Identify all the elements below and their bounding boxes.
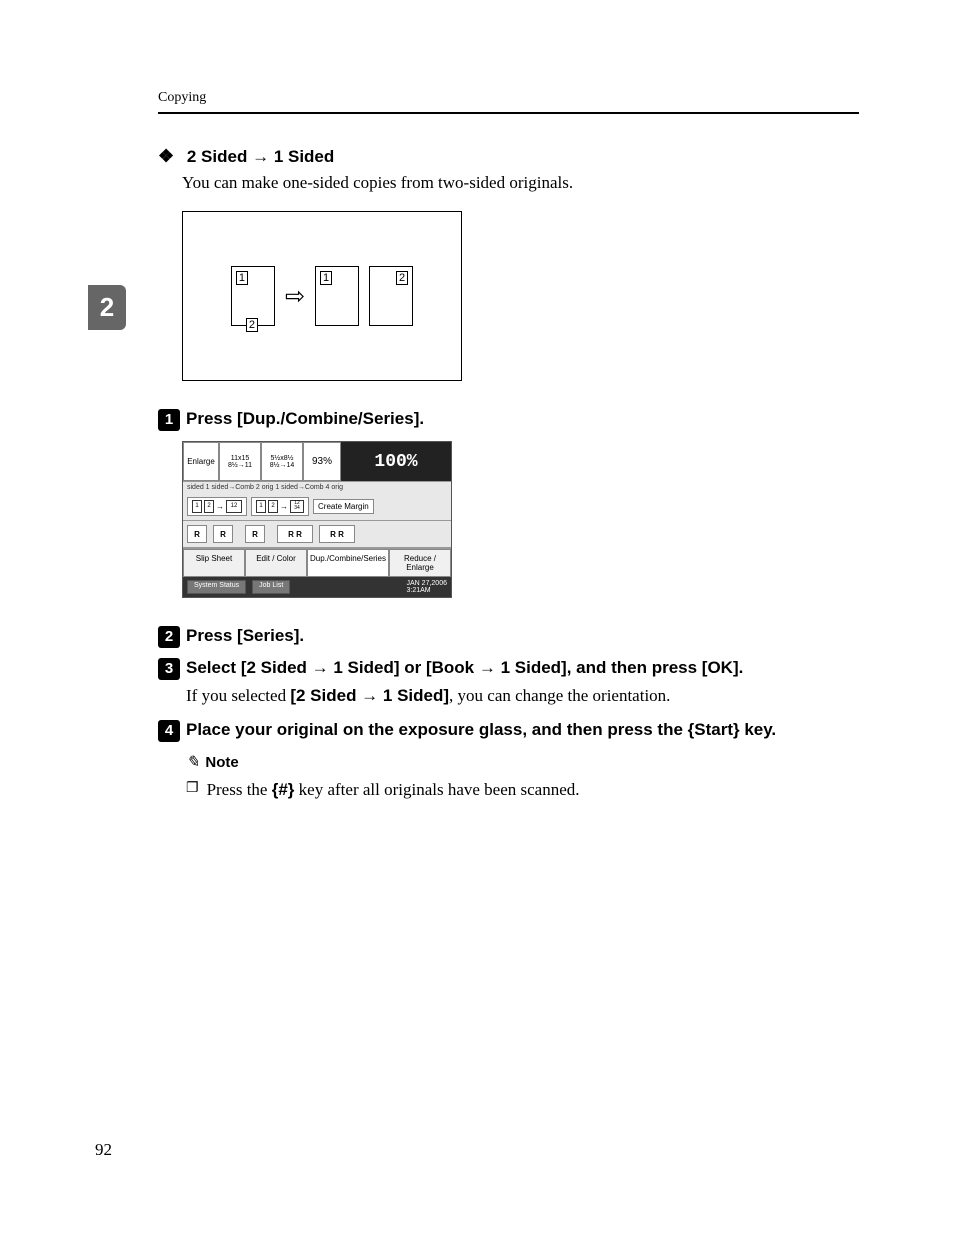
diagram-label: 1: [236, 271, 248, 285]
enlarge-button: Enlarge: [183, 442, 219, 481]
screenshot-mid-row: 12→12 12→1234 Create Margin: [183, 493, 451, 521]
title-prefix: 2 Sided: [187, 147, 247, 166]
title-arrow: →: [252, 147, 269, 166]
page-header: Copying: [95, 90, 859, 106]
screenshot-status-bar: System Status Job List JAN 27,20063:21AM: [183, 577, 451, 597]
note-label: Note: [205, 754, 238, 771]
device-screenshot: Enlarge 11x158½→11 5½x8½8½→14 93% 100% s…: [182, 441, 452, 598]
step-text: Press [Dup./Combine/Series].: [186, 409, 424, 429]
orient-option: R R: [319, 525, 355, 543]
header-rule: [158, 112, 859, 114]
step-1: 1 Press [Dup./Combine/Series].: [158, 409, 859, 431]
note-header: ✎ Note: [186, 752, 859, 772]
tab-reduce-enlarge: Reduce / Enlarge: [389, 549, 451, 577]
zoom-93-button: 93%: [303, 442, 341, 481]
date-display: JAN 27,20063:21AM: [407, 580, 447, 594]
step-number-icon: 1: [158, 409, 180, 431]
bullet-icon: ❐: [186, 780, 199, 800]
title-suffix: 1 Sided: [274, 147, 334, 166]
step-text: Press [Series].: [186, 626, 304, 646]
diagram-illustration: 1 2 ⇨ 1 2: [182, 211, 462, 381]
section-title: ❖ 2 Sided → 1 Sided: [158, 146, 859, 167]
screenshot-top-row: Enlarge 11x158½→11 5½x8½8½→14 93% 100%: [183, 442, 451, 482]
note-item: ❐ Press the {#} key after all originals …: [186, 780, 859, 800]
diagram-output-page-2: 2: [369, 266, 413, 326]
combine-option: 12→1234: [251, 497, 309, 516]
step-text: Place your original on the exposure glas…: [186, 720, 776, 740]
page-number: 92: [95, 1140, 112, 1160]
step-number-icon: 3: [158, 658, 180, 680]
job-list-button: Job List: [252, 580, 290, 594]
step-2: 2 Press [Series].: [158, 626, 859, 648]
diagram-source-page: 1 2: [231, 266, 275, 326]
tab-slip-sheet: Slip Sheet: [183, 549, 245, 577]
zoom-100-display: 100%: [341, 442, 451, 481]
create-margin-button: Create Margin: [313, 499, 374, 514]
pencil-icon: ✎: [186, 752, 199, 772]
combine-option: 12→12: [187, 497, 247, 516]
step-4: 4 Place your original on the exposure gl…: [158, 720, 859, 742]
note-text: Press the {#} key after all originals ha…: [207, 780, 580, 800]
step-3-subtext: If you selected [2 Sided → 1 Sided], you…: [186, 686, 859, 706]
size-preset-button: 5½x8½8½→14: [261, 442, 303, 481]
step-number-icon: 4: [158, 720, 180, 742]
size-preset-button: 11x158½→11: [219, 442, 261, 481]
orient-option: R: [213, 525, 233, 543]
orient-option: R R: [277, 525, 313, 543]
diamond-icon: ❖: [158, 146, 174, 166]
step-number-icon: 2: [158, 626, 180, 648]
orient-option: R: [187, 525, 207, 543]
diagram-label: 2: [396, 271, 408, 285]
section-description: You can make one-sided copies from two-s…: [182, 173, 859, 193]
combine-label: sided 1 sided→Comb 2 orig 1 sided→Comb 4…: [183, 482, 451, 491]
tab-dup-combine-series: Dup./Combine/Series: [307, 549, 389, 577]
diagram-label: 1: [320, 271, 332, 285]
orient-option: R: [245, 525, 265, 543]
diagram-output-page-1: 1: [315, 266, 359, 326]
diagram-label: 2: [246, 318, 258, 332]
system-status-button: System Status: [187, 580, 246, 594]
step-3: 3 Select [2 Sided → 1 Sided] or [Book → …: [158, 658, 859, 680]
arrow-right-icon: ⇨: [285, 282, 305, 311]
tab-edit-color: Edit / Color: [245, 549, 307, 577]
side-chapter-tab: 2: [88, 285, 126, 330]
screenshot-tab-row: Slip Sheet Edit / Color Dup./Combine/Ser…: [183, 548, 451, 577]
orientation-row: R R R R R R R: [183, 521, 451, 548]
page-content: Copying ❖ 2 Sided → 1 Sided You can make…: [0, 0, 954, 840]
step-text: Select [2 Sided → 1 Sided] or [Book → 1 …: [186, 658, 743, 678]
